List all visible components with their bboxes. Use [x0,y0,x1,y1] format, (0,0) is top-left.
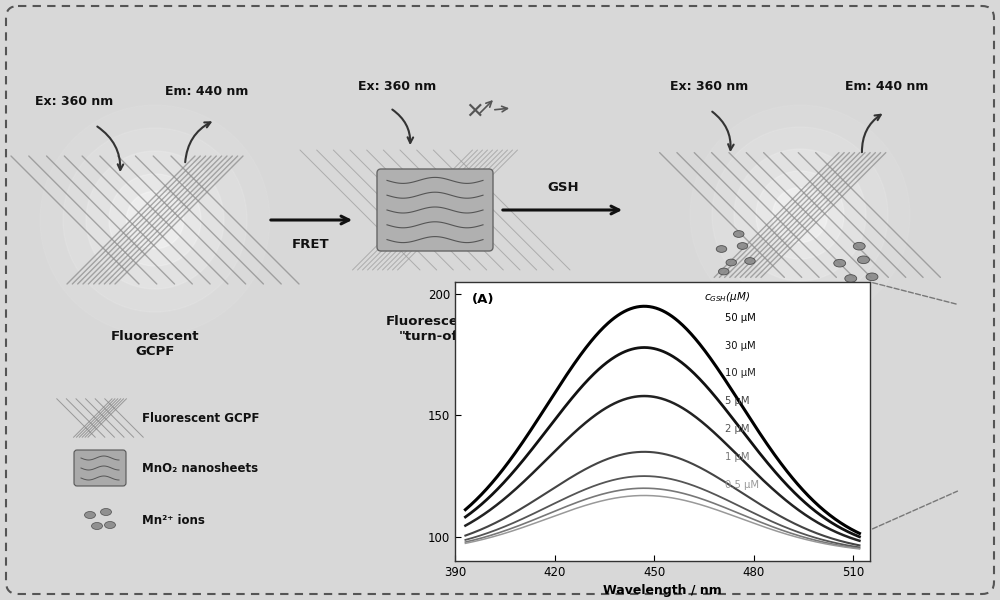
Ellipse shape [84,511,96,518]
Ellipse shape [745,257,755,265]
Ellipse shape [858,256,869,263]
Text: Em: 440 nm: Em: 440 nm [845,80,928,93]
Ellipse shape [737,242,748,250]
Text: Ex: 360 nm: Ex: 360 nm [35,95,113,108]
Text: Fluorescent GCPF: Fluorescent GCPF [142,412,259,425]
FancyBboxPatch shape [6,6,994,594]
Ellipse shape [716,245,727,253]
Circle shape [772,187,828,242]
Text: 2 μM: 2 μM [725,424,749,434]
FancyBboxPatch shape [377,169,493,251]
Text: 10 μM: 10 μM [725,368,756,379]
Text: Fluorescent
GCPF: Fluorescent GCPF [111,330,199,358]
Circle shape [40,105,270,335]
Ellipse shape [718,268,729,275]
Text: Mn²⁺ ions: Mn²⁺ ions [142,514,205,527]
Text: Fluorescence
"turn-on": Fluorescence "turn-on" [750,330,850,358]
FancyArrowPatch shape [873,283,957,304]
Ellipse shape [845,275,857,283]
Ellipse shape [100,509,112,515]
Ellipse shape [92,523,103,529]
Text: Fluorescence
"turn-off": Fluorescence "turn-off" [385,315,485,343]
Circle shape [126,191,184,249]
Ellipse shape [853,242,865,250]
Text: Ex: 360 nm: Ex: 360 nm [358,80,436,93]
Text: 1 μM: 1 μM [725,452,749,462]
Circle shape [109,174,201,266]
Ellipse shape [734,230,744,238]
Ellipse shape [866,273,878,281]
Ellipse shape [104,521,116,529]
Circle shape [63,128,247,312]
Text: (A): (A) [472,293,494,306]
Text: Ex: 360 nm: Ex: 360 nm [670,80,748,93]
Text: 0.5 μM: 0.5 μM [725,480,759,490]
Text: MnO₂ nanosheets: MnO₂ nanosheets [142,461,258,475]
Ellipse shape [834,259,846,267]
FancyBboxPatch shape [74,450,126,486]
Text: ✕: ✕ [466,102,484,122]
FancyArrowPatch shape [873,491,957,529]
Ellipse shape [726,259,736,266]
Circle shape [734,149,866,281]
Circle shape [690,105,910,325]
Text: 50 μM: 50 μM [725,313,756,323]
Text: 30 μM: 30 μM [725,341,755,350]
Text: FRET: FRET [292,238,330,251]
Text: 5 μM: 5 μM [725,397,749,406]
Circle shape [712,127,888,303]
Circle shape [86,151,224,289]
Text: $c_{GSH}$($\mu$M): $c_{GSH}$($\mu$M) [704,290,750,304]
Text: GSH: GSH [547,181,579,194]
X-axis label: Wavelength / nm: Wavelength / nm [603,584,722,598]
Text: Em: 440 nm: Em: 440 nm [165,85,248,98]
Circle shape [756,171,844,259]
Ellipse shape [836,285,848,293]
